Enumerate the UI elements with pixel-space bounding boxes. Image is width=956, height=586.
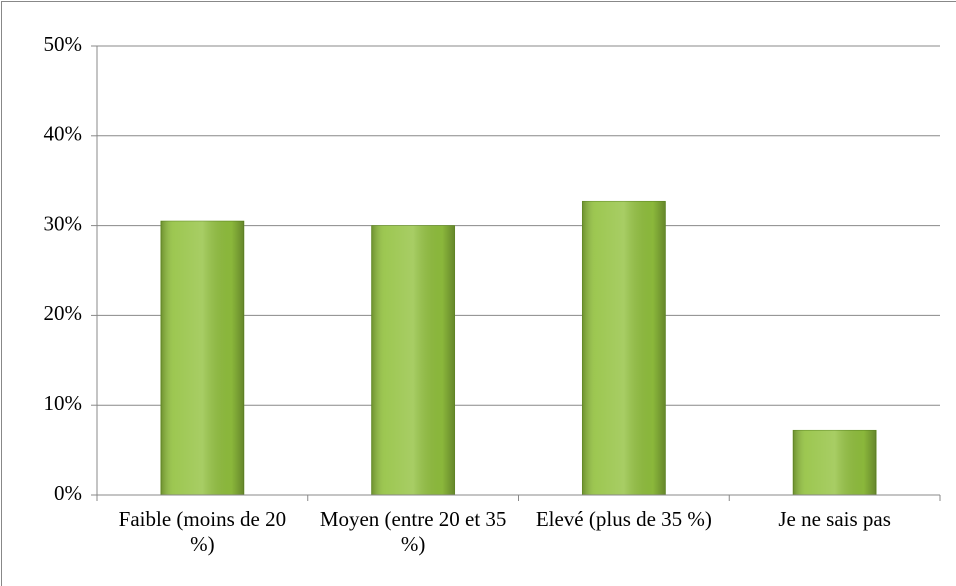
bar-group	[792, 429, 877, 496]
bar-group	[160, 220, 245, 496]
bar-shade	[793, 430, 877, 495]
y-tick-label: 10%	[44, 391, 83, 415]
y-tick-label: 40%	[44, 122, 83, 146]
y-tick-label: 20%	[44, 301, 83, 325]
bar-shade	[160, 221, 244, 496]
x-tick-label: Je ne sais pas	[778, 507, 891, 531]
bar-shade	[371, 225, 455, 495]
bar-shade	[582, 201, 666, 495]
x-tick-label: Faible (moins de 20 %)	[118, 507, 287, 556]
y-tick-label: 50%	[44, 32, 83, 56]
bar-group	[581, 200, 666, 496]
x-tick-label: Elevé (plus de 35 %)	[535, 507, 712, 531]
y-tick-label: 0%	[54, 481, 82, 505]
bar-group	[371, 225, 456, 496]
x-tick-label: Moyen (entre 20 et 35 %)	[319, 507, 507, 556]
y-tick-label: 30%	[44, 211, 83, 235]
